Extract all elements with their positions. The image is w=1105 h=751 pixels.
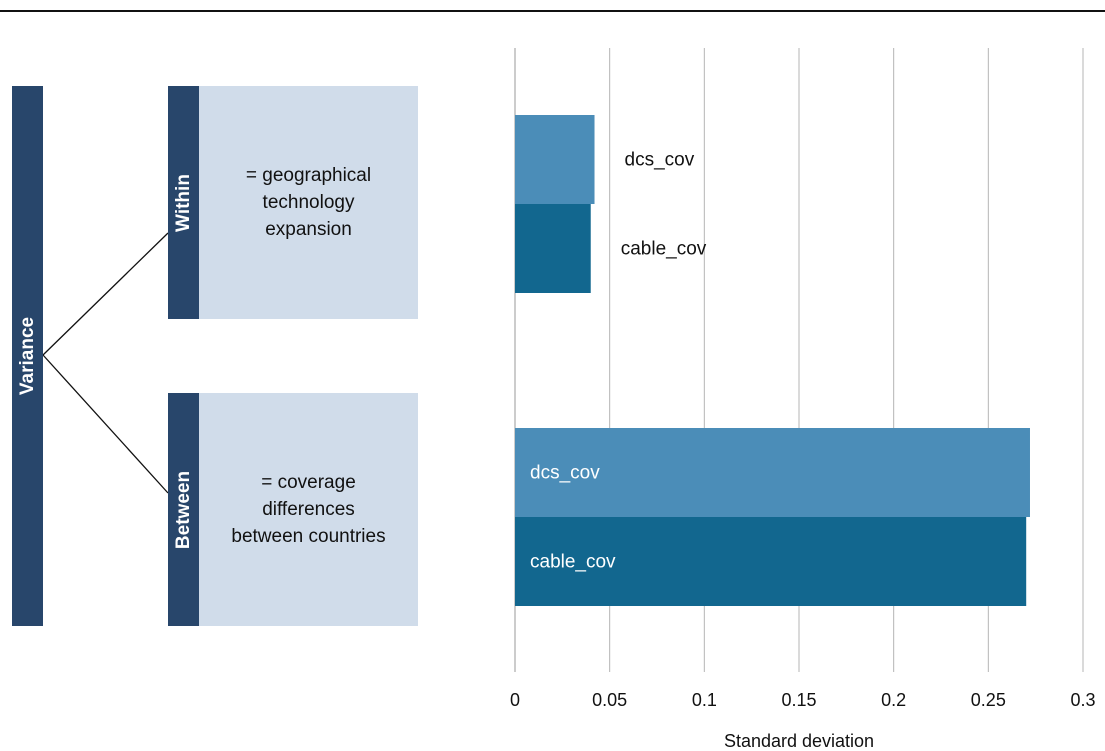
x-axis-title: Standard deviation: [724, 731, 874, 751]
bar-cable-cov: [515, 517, 1027, 606]
bar-label: dcs_cov: [530, 463, 600, 484]
bar-dcs-cov: [515, 428, 1030, 517]
bar-cable-cov: [515, 204, 591, 293]
between-description: = coverage differences between countries: [231, 472, 386, 547]
bar-label: dcs_cov: [625, 150, 695, 171]
within-description: = geographical technology expansion: [245, 165, 372, 240]
x-tick-label: 0.25: [971, 690, 1006, 710]
x-tick-label: 0.05: [592, 690, 627, 710]
x-tick-label: 0.1: [692, 690, 717, 710]
variance-bar: Variance: [12, 86, 43, 626]
top-rule: [0, 10, 1105, 12]
bar-label: cable_cov: [530, 552, 616, 573]
bar-dcs-cov: [515, 115, 595, 204]
x-tick-label: 0.15: [781, 690, 816, 710]
bar-label: cable_cov: [621, 239, 707, 260]
connector-between: [42, 354, 169, 494]
within-description-box: = geographical technology expansion: [199, 86, 418, 319]
x-tick-label: 0.2: [881, 690, 906, 710]
connector-within: [42, 232, 169, 356]
between-bar: Between: [168, 393, 199, 626]
between-description-box: = coverage differences between countries: [199, 393, 418, 626]
within-bar: Within: [168, 86, 199, 319]
x-tick-label: 0.3: [1070, 690, 1095, 710]
x-tick-label: 0: [510, 690, 520, 710]
